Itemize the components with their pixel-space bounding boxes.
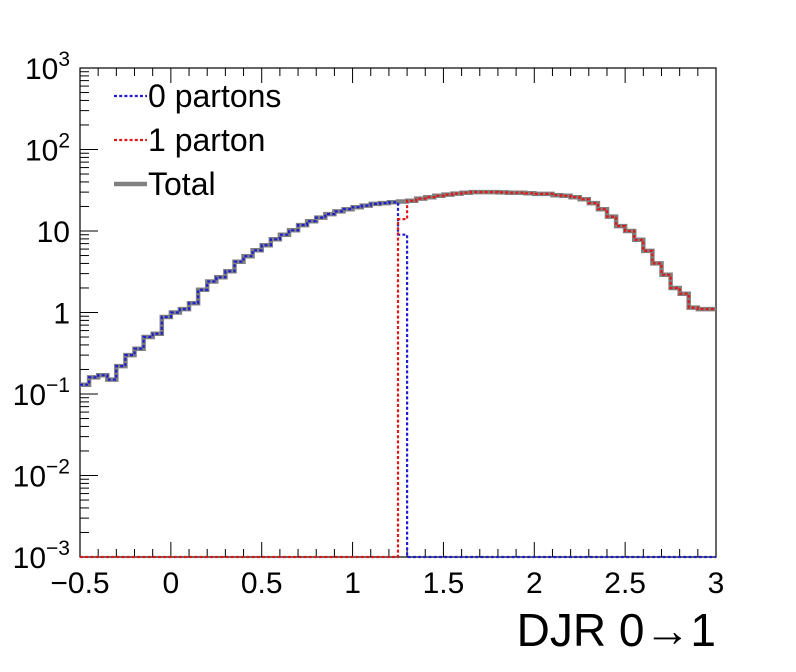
y-tick-label: 1 — [53, 298, 70, 331]
axis-ticks — [79, 67, 717, 558]
y-tick-label: 10−1 — [13, 374, 70, 412]
y-tick-label: 10−2 — [13, 456, 70, 494]
legend-label: 0 partons — [148, 78, 281, 114]
x-tick-label: 2 — [526, 567, 543, 600]
x-tick-label: 1 — [344, 567, 361, 600]
x-tick-label: 0 — [163, 567, 180, 600]
series-line — [80, 201, 716, 559]
series-layer — [80, 189, 716, 559]
x-tick-label: 1.5 — [423, 567, 465, 600]
legend-label: 1 parton — [148, 122, 265, 158]
y-tick-label: 103 — [25, 48, 70, 86]
series-line — [80, 191, 716, 559]
legend-label: Total — [148, 166, 216, 202]
x-tick-label: −0.5 — [50, 567, 109, 600]
x-tick-labels: −0.5 0 0.5 1 1.5 2 2.5 3 — [50, 567, 724, 600]
x-axis-label: DJR 0→1 — [517, 604, 716, 656]
legend: 0 partons 1 parton Total — [114, 78, 281, 202]
y-tick-labels: 10−3 10−2 10−1 1 10 102 103 — [13, 48, 70, 575]
y-tick-label: 10 — [37, 216, 70, 249]
x-tick-label: 3 — [708, 567, 725, 600]
y-tick-label: 102 — [25, 130, 70, 168]
y-tick-label: 10−3 — [13, 537, 70, 575]
x-tick-label: 0.5 — [241, 567, 283, 600]
x-tick-label: 2.5 — [604, 567, 646, 600]
